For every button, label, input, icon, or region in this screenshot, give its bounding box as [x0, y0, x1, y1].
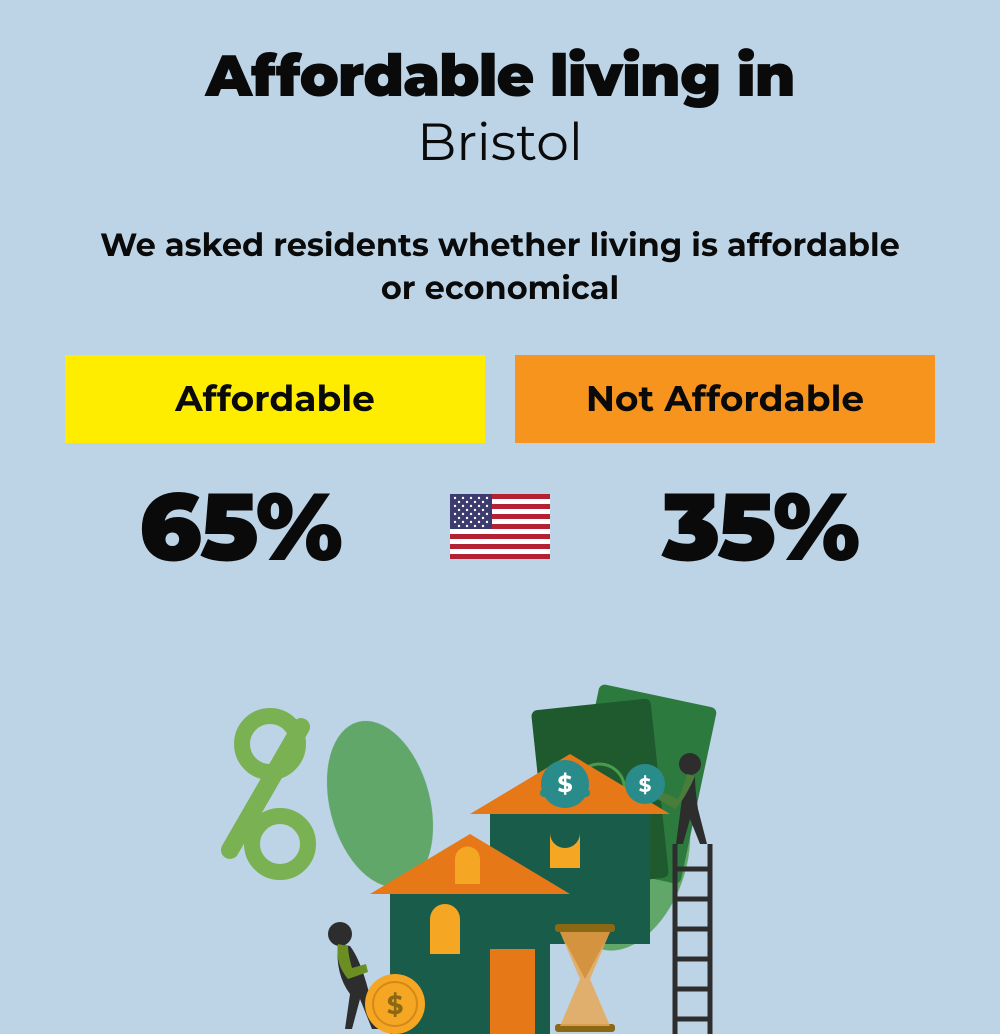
hourglass-icon — [555, 924, 615, 1032]
svg-text:$: $ — [387, 989, 404, 1021]
badges-row: Affordable Not Affordable — [0, 355, 1000, 443]
badge-affordable: Affordable — [65, 355, 485, 443]
title-city: Bristol — [0, 111, 1000, 174]
usa-flag-icon — [450, 494, 550, 559]
house-money-illustration: $ — [0, 684, 1000, 1034]
percent-not-affordable: 35% — [590, 468, 930, 584]
percent-row: 65% — [0, 468, 1000, 584]
title-prefix: Affordable living in — [0, 40, 1000, 111]
subtitle: We asked residents whether living is aff… — [0, 224, 1000, 310]
percent-affordable: 65% — [70, 468, 410, 584]
badge-not-affordable: Not Affordable — [515, 355, 935, 443]
svg-text:$: $ — [639, 774, 652, 798]
percent-symbol-icon — [218, 715, 314, 872]
svg-text:$: $ — [557, 770, 572, 799]
infographic-container: Affordable living in Bristol We asked re… — [0, 0, 1000, 1034]
